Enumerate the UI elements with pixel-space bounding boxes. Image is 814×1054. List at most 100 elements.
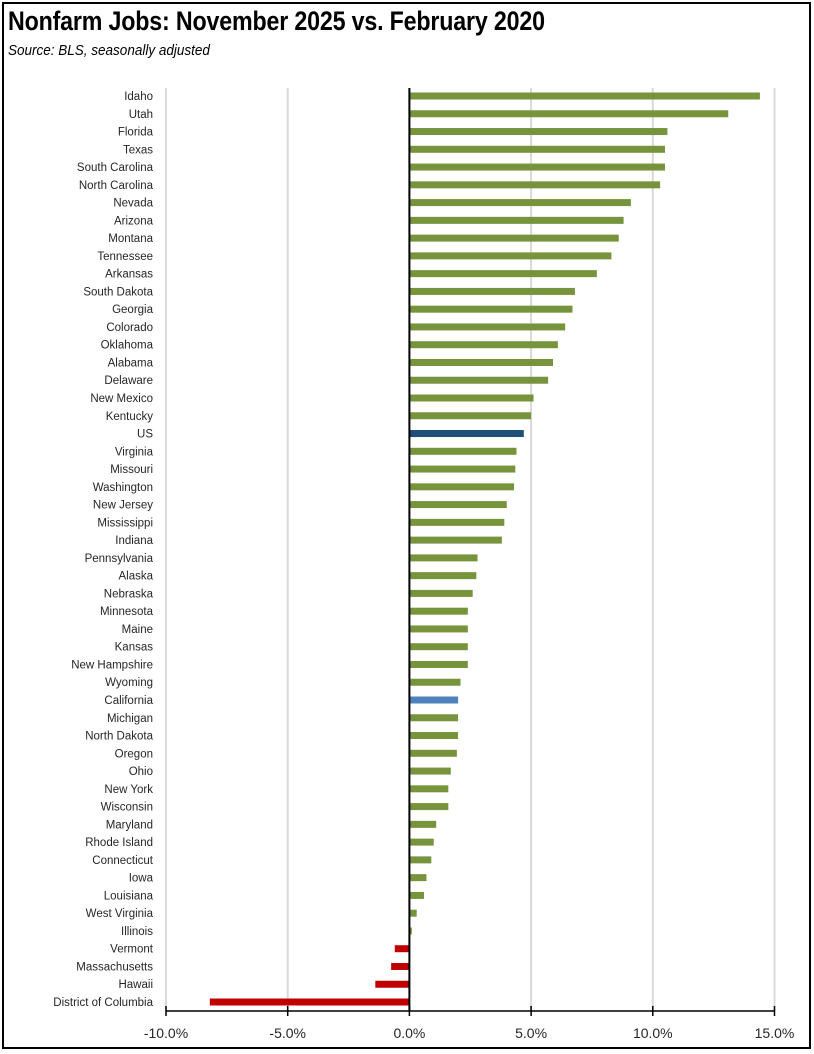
bar	[409, 838, 434, 846]
bar	[409, 305, 573, 313]
bar	[409, 287, 575, 295]
bar	[409, 874, 427, 882]
bar	[409, 376, 549, 384]
bar	[409, 625, 468, 633]
category-label: North Carolina	[79, 180, 154, 192]
bars	[209, 92, 760, 1006]
bar	[409, 270, 597, 278]
category-label: New Mexico	[90, 393, 153, 405]
category-label: Mississippi	[97, 517, 153, 529]
category-label: Maine	[122, 624, 153, 636]
bar	[409, 749, 457, 757]
bar	[409, 909, 417, 917]
bar	[409, 660, 468, 668]
category-label: Wyoming	[105, 677, 153, 689]
category-label: Nebraska	[104, 588, 154, 600]
bar	[409, 732, 459, 740]
category-label: South Carolina	[77, 162, 154, 174]
bar	[409, 589, 473, 597]
category-label: Arkansas	[105, 269, 153, 281]
x-tick-label: 5.0%	[515, 1025, 547, 1041]
category-labels: Idaho Utah Florida Texas South Carolina North…	[53, 91, 154, 1009]
category-label: Kentucky	[106, 411, 154, 423]
bar	[409, 678, 461, 686]
category-label: Montana	[108, 233, 153, 245]
bar	[409, 341, 558, 349]
bar	[409, 394, 534, 402]
x-tick-label: -5.0%	[269, 1025, 306, 1041]
bar	[409, 536, 502, 544]
x-tick-label: 0.0%	[393, 1025, 425, 1041]
bar	[409, 358, 554, 366]
category-label: Idaho	[124, 91, 153, 103]
category-label: Utah	[129, 109, 153, 121]
category-label: District of Columbia	[53, 997, 153, 1009]
bar	[409, 856, 432, 864]
category-label: New York	[104, 784, 153, 796]
bar	[409, 572, 477, 580]
category-label: Washington	[93, 482, 153, 494]
category-label: Georgia	[112, 304, 154, 316]
gridlines	[165, 88, 776, 1011]
bar	[394, 945, 410, 953]
bar	[409, 927, 412, 935]
bar	[409, 92, 760, 100]
bar	[391, 962, 410, 970]
category-label: West Virginia	[86, 908, 154, 920]
chart-title: Nonfarm Jobs: November 2025 vs. February…	[8, 6, 545, 36]
category-label: Texas	[123, 144, 153, 156]
bar	[409, 199, 631, 207]
category-label: Missouri	[110, 464, 153, 476]
bar	[375, 980, 410, 988]
category-label: Wisconsin	[101, 802, 153, 814]
category-label: Tennessee	[97, 251, 153, 263]
category-label: Colorado	[106, 322, 153, 334]
category-label: North Dakota	[85, 731, 153, 743]
category-label: Connecticut	[92, 855, 154, 867]
category-label: Ohio	[129, 766, 153, 778]
category-label: Louisiana	[104, 890, 154, 902]
category-label: US	[137, 429, 153, 441]
category-label: Virginia	[115, 446, 154, 458]
bar	[409, 465, 516, 473]
category-label: Vermont	[110, 944, 154, 956]
category-label: California	[104, 695, 153, 707]
x-tick-label: -10.0%	[144, 1025, 188, 1041]
bar	[409, 412, 532, 420]
category-label: Hawaii	[118, 979, 153, 991]
bar	[409, 430, 524, 438]
category-label: Massachusetts	[76, 961, 153, 973]
category-label: Michigan	[107, 713, 153, 725]
bar	[409, 696, 459, 704]
category-label: Kansas	[115, 642, 154, 654]
bar	[409, 483, 515, 491]
bar	[409, 181, 661, 189]
bar	[409, 110, 729, 118]
bar	[409, 145, 665, 153]
bar	[409, 501, 507, 509]
bar	[409, 554, 478, 562]
bar	[409, 891, 425, 899]
bar	[409, 643, 468, 651]
category-label: Rhode Island	[85, 837, 153, 849]
bar	[409, 607, 468, 615]
category-label: New Jersey	[93, 500, 153, 512]
bar	[409, 447, 517, 455]
category-label: Oklahoma	[101, 340, 154, 352]
category-label: Iowa	[129, 873, 154, 885]
bar	[409, 803, 449, 811]
category-label: Indiana	[115, 535, 153, 547]
bar	[409, 234, 619, 242]
bar	[409, 323, 566, 331]
category-label: Oregon	[115, 748, 153, 760]
bar	[409, 216, 624, 224]
chart-subtitle: Source: BLS, seasonally adjusted	[8, 42, 210, 59]
category-label: Nevada	[113, 198, 153, 210]
x-axis: -10.0% -5.0% 0.0% 5.0% 10.0% 15.0%	[144, 88, 794, 1041]
category-label: Alabama	[108, 357, 154, 369]
bar	[209, 998, 410, 1006]
bar	[409, 820, 437, 828]
category-label: Alaska	[118, 571, 153, 583]
